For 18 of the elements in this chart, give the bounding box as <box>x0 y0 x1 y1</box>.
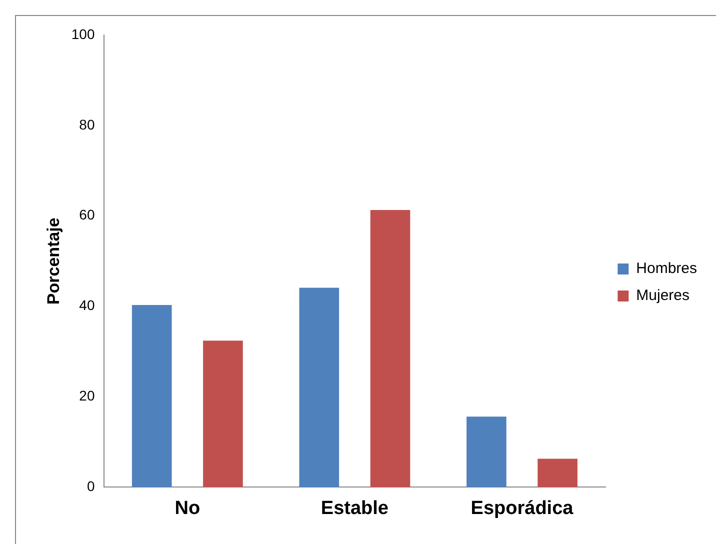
x-tick-label: No <box>174 498 200 519</box>
y-tick-label: 20 <box>79 388 95 404</box>
x-tick-label: Esporádica <box>470 498 574 519</box>
y-axis-title: Porcentaje <box>44 218 63 305</box>
bar <box>538 458 578 488</box>
y-tick-label: 100 <box>71 26 95 42</box>
y-tick-label: 0 <box>86 478 95 494</box>
bar <box>299 288 340 488</box>
x-tick-label: Estable <box>320 498 388 519</box>
y-tick-label: 60 <box>79 206 95 223</box>
legend-label: Mujeres <box>636 287 690 304</box>
bar <box>203 340 243 488</box>
bar <box>132 304 172 488</box>
bar <box>370 210 410 488</box>
legend-label: Hombres <box>636 260 698 278</box>
y-tick-label: 40 <box>79 297 95 314</box>
bar <box>466 416 506 488</box>
y-tick-label: 80 <box>79 116 95 132</box>
